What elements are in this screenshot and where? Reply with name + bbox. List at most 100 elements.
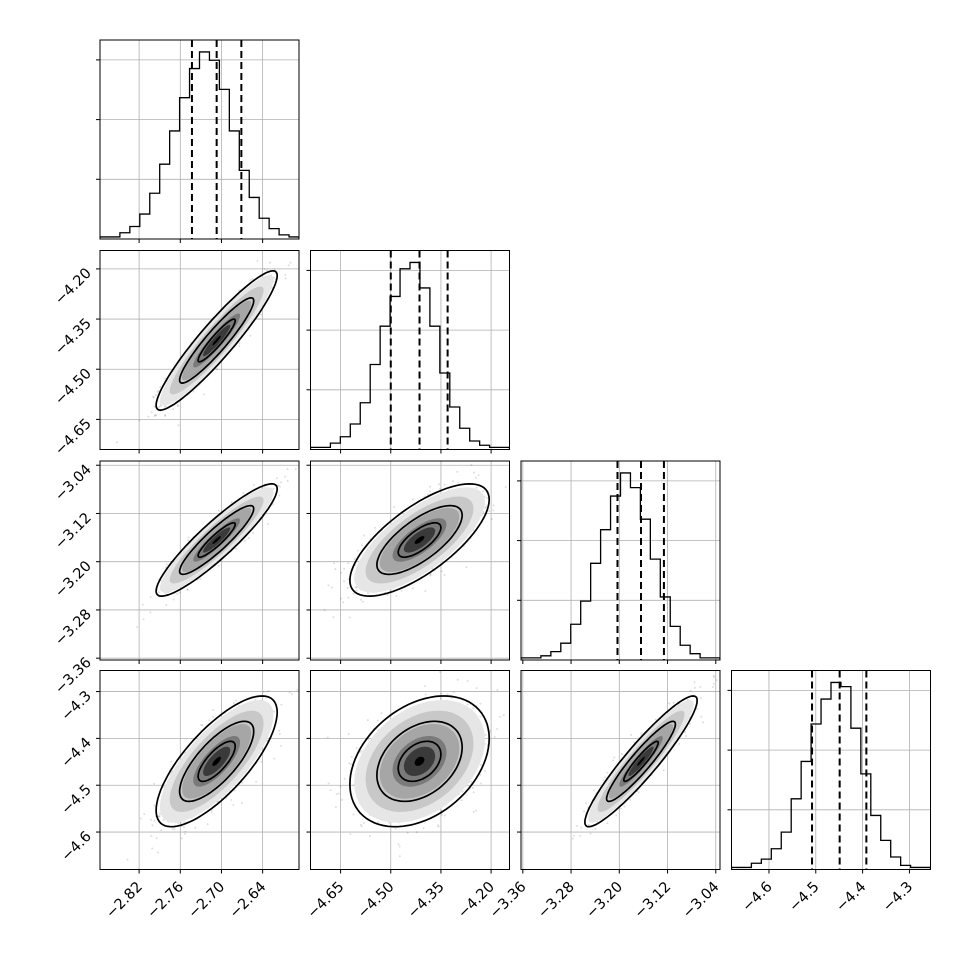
sample-point bbox=[400, 589, 403, 592]
sample-point bbox=[266, 268, 269, 271]
sample-point bbox=[153, 782, 156, 785]
sample-point bbox=[210, 809, 213, 812]
sample-point bbox=[273, 268, 276, 271]
sample-point bbox=[352, 592, 355, 595]
sample-point bbox=[366, 592, 369, 595]
sample-point bbox=[475, 809, 478, 812]
sample-point bbox=[362, 821, 365, 824]
sample-point bbox=[183, 826, 186, 829]
sample-point bbox=[288, 691, 291, 694]
sample-point bbox=[477, 474, 480, 477]
sample-point bbox=[465, 566, 468, 569]
sample-point bbox=[424, 693, 427, 696]
sample-point bbox=[368, 834, 371, 837]
sample-point bbox=[249, 278, 252, 281]
sample-point bbox=[355, 586, 358, 589]
sample-point bbox=[164, 414, 167, 417]
sample-point bbox=[201, 723, 204, 726]
sample-point bbox=[215, 368, 218, 371]
sample-point bbox=[243, 539, 246, 542]
sample-point bbox=[406, 831, 409, 834]
sample-point bbox=[268, 261, 271, 264]
sample-point bbox=[272, 503, 275, 506]
sample-point bbox=[440, 570, 443, 573]
sample-point bbox=[289, 261, 292, 264]
sample-point bbox=[150, 411, 153, 414]
sample-point bbox=[504, 486, 507, 489]
sample-point bbox=[155, 837, 158, 840]
sample-point bbox=[234, 699, 237, 702]
panel-frame bbox=[310, 460, 510, 661]
sample-point bbox=[149, 595, 152, 598]
panel-frame bbox=[520, 460, 721, 661]
sample-point bbox=[170, 760, 173, 763]
sample-point bbox=[273, 710, 276, 713]
sample-point bbox=[136, 626, 139, 629]
sample-point bbox=[153, 405, 156, 408]
sample-point bbox=[217, 564, 220, 567]
sample-point bbox=[484, 506, 487, 509]
sample-point bbox=[187, 536, 190, 539]
sample-point bbox=[272, 276, 275, 279]
density-panel-3-0 bbox=[100, 670, 299, 870]
sample-point bbox=[334, 568, 337, 571]
sample-point bbox=[360, 598, 363, 601]
sample-point bbox=[456, 678, 459, 681]
sample-point bbox=[211, 715, 214, 718]
sample-point bbox=[438, 483, 441, 486]
sample-point bbox=[472, 810, 475, 813]
contour-line-1 bbox=[178, 296, 255, 384]
sample-point bbox=[286, 468, 289, 471]
sample-point bbox=[275, 477, 278, 480]
sample-point bbox=[356, 549, 359, 552]
density-peak bbox=[212, 536, 222, 544]
contour-line-0 bbox=[397, 521, 442, 559]
histogram-step-1 bbox=[310, 261, 510, 450]
contour-line-1 bbox=[178, 720, 255, 803]
sample-point bbox=[154, 394, 157, 397]
sample-point bbox=[251, 278, 254, 281]
sample-point bbox=[352, 813, 355, 816]
sample-point bbox=[278, 729, 281, 732]
sample-point bbox=[429, 573, 432, 576]
sample-point bbox=[466, 679, 469, 682]
sample-point bbox=[284, 475, 287, 478]
sample-point bbox=[278, 732, 281, 735]
contour-line-0 bbox=[197, 318, 237, 363]
sample-point bbox=[147, 415, 150, 418]
sample-point bbox=[354, 586, 357, 589]
sample-point bbox=[475, 486, 478, 489]
sample-point bbox=[183, 821, 186, 824]
sample-point bbox=[164, 414, 167, 417]
contour-line-2 bbox=[155, 269, 279, 411]
sample-point bbox=[439, 670, 442, 673]
sample-point bbox=[165, 563, 168, 566]
sample-point bbox=[339, 597, 342, 600]
sample-point bbox=[342, 601, 345, 604]
sample-point bbox=[177, 822, 180, 825]
sample-point bbox=[287, 264, 290, 267]
sample-point bbox=[263, 267, 266, 270]
sample-point bbox=[156, 391, 159, 394]
sample-point bbox=[238, 345, 241, 348]
sample-point bbox=[443, 483, 446, 486]
sample-point bbox=[353, 557, 356, 560]
sample-point bbox=[474, 476, 477, 479]
sample-point bbox=[172, 598, 175, 601]
histogram-step-2 bbox=[521, 472, 720, 660]
sample-point bbox=[362, 534, 365, 537]
sample-point bbox=[262, 690, 265, 693]
sample-point bbox=[165, 604, 168, 607]
histogram-step-0 bbox=[100, 51, 299, 239]
sample-point bbox=[332, 616, 335, 619]
contour-line-0 bbox=[197, 521, 237, 559]
sample-point bbox=[255, 780, 258, 783]
sample-point bbox=[479, 702, 482, 705]
density-peak bbox=[212, 335, 222, 346]
sample-point bbox=[151, 847, 154, 850]
contour-line-1 bbox=[178, 504, 255, 576]
sample-point bbox=[340, 571, 343, 574]
sample-point bbox=[141, 603, 144, 606]
sample-point bbox=[203, 393, 206, 396]
sample-point bbox=[355, 589, 358, 592]
